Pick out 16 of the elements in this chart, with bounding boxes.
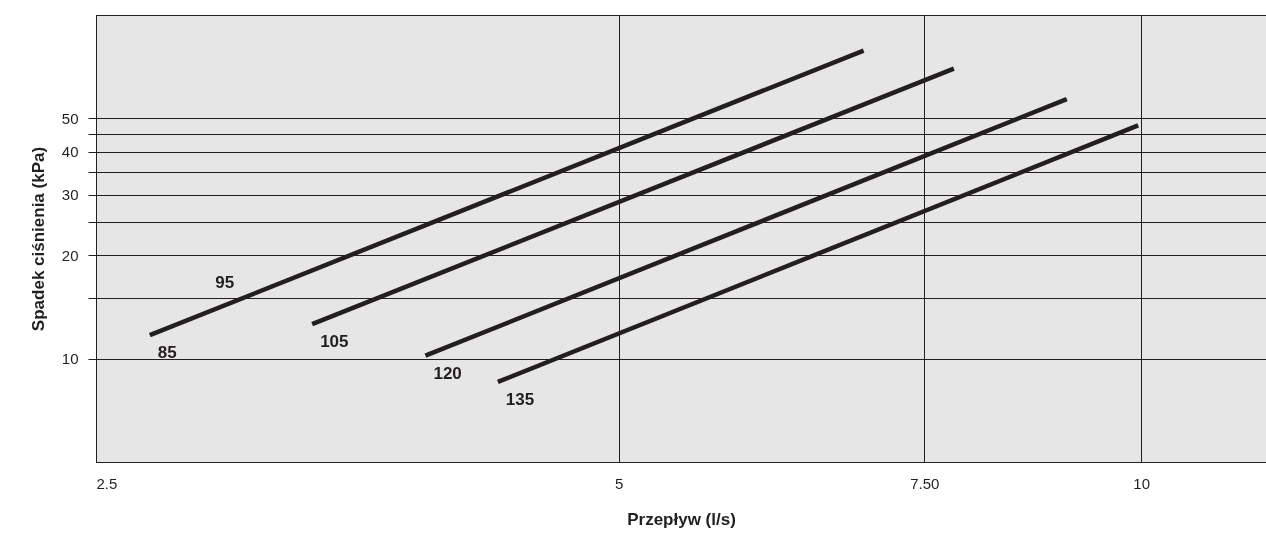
y-tick-label: 40 [61,143,79,161]
annotation: 95 [215,273,235,293]
x-tick-label: 5 [614,474,624,492]
x-tick-label: 2.5 [96,474,118,492]
y-tick-label: 10 [61,350,79,368]
annotation: 85 [157,343,177,363]
x-axis-title: Przepływ (l/s) [627,509,736,529]
annotation: 135 [505,389,535,409]
x-tick-label: 10 [1133,474,1151,492]
annotation: 120 [433,363,462,383]
annotation: 105 [320,332,349,352]
y-tick-label: 50 [61,109,79,127]
x-tick-label: 7.50 [910,474,940,492]
y-axis-title: Spadek ciśnienia (kPa) [28,146,48,332]
y-tick-label: 20 [61,246,79,264]
y-tick-label: 30 [61,186,79,204]
